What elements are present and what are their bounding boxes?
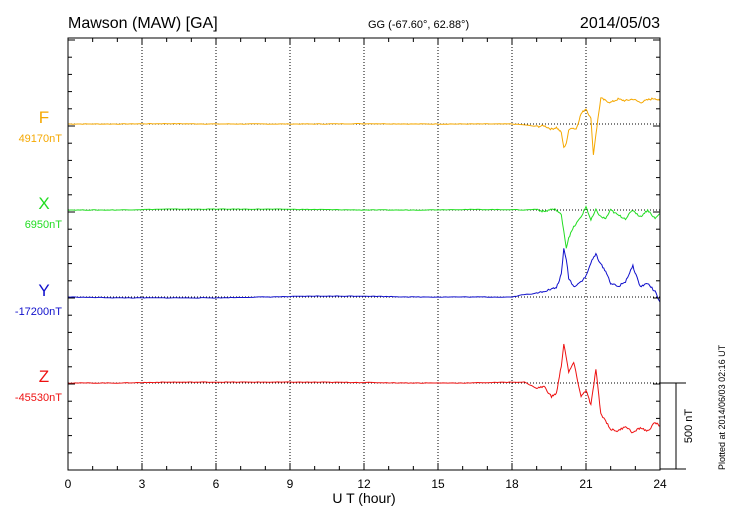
series-baseline-value-f: 49170nT: [19, 133, 63, 145]
scale-bar-label: 500 nT: [683, 409, 695, 444]
x-tick-label-9: 9: [287, 477, 294, 491]
series-labels: F 49170nT X 6950nT Y -17200nT Z -45530nT: [15, 108, 62, 404]
series-baseline-value-x: 6950nT: [25, 219, 63, 231]
x-tick-label-15: 15: [431, 477, 445, 491]
series-name-x: X: [38, 194, 49, 213]
plot-frame: [67, 37, 661, 471]
scale-bar: 500 nT: [660, 382, 695, 470]
series-name-y: Y: [38, 281, 49, 300]
series-name-f: F: [39, 108, 49, 127]
series-baseline-value-y: -17200nT: [15, 306, 62, 318]
series-name-z: Z: [39, 367, 49, 386]
x-tick-label-12: 12: [357, 477, 371, 491]
series-line-y: [67, 248, 661, 303]
chart-title: Mawson (MAW) [GA]: [68, 15, 218, 32]
x-tick-label-18: 18: [505, 477, 519, 491]
x-tick-label-0: 0: [65, 477, 72, 491]
series-line-f: [68, 97, 661, 155]
vertical-gridlines: [141, 38, 587, 470]
x-axis-label: U T (hour): [332, 490, 395, 506]
x-tick-label-21: 21: [579, 477, 593, 491]
series-line-x: [67, 205, 661, 249]
x-tick-label-24: 24: [653, 477, 667, 491]
x-tick-label-3: 3: [139, 477, 146, 491]
axis-ticks: 0 3 6 9 12 15 18 21 24: [65, 38, 667, 491]
series-lines: [67, 97, 661, 434]
series-line-z: [68, 343, 660, 434]
chart-date: 2014/05/03: [580, 15, 660, 32]
plotted-at-note: Plotted at 2014/06/03 02:16 UT: [717, 344, 727, 470]
series-baseline-value-z: -45530nT: [15, 392, 62, 404]
x-tick-label-6: 6: [213, 477, 220, 491]
station-coordinates: GG (-67.60°, 62.88°): [368, 19, 469, 31]
